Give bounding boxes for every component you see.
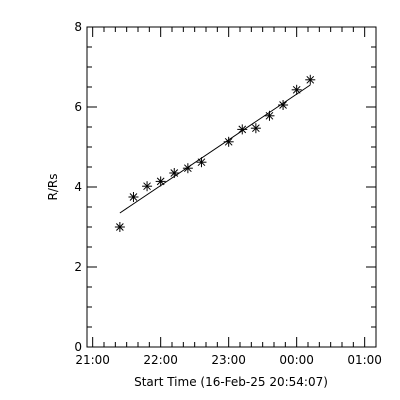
y-axis-label: R/Rs xyxy=(46,174,60,201)
fit-line xyxy=(119,84,311,214)
x-tick-label: 00:00 xyxy=(279,353,314,367)
data-point xyxy=(291,84,302,95)
x-axis-label: Start Time (16-Feb-25 20:54:07) xyxy=(134,375,328,389)
data-point xyxy=(155,176,166,187)
data-point xyxy=(264,110,275,121)
y-tick-label: 0 xyxy=(74,340,82,354)
data-point xyxy=(182,163,193,174)
data-points xyxy=(114,74,316,232)
data-point xyxy=(250,123,261,134)
data-point xyxy=(305,74,316,85)
y-tick-label: 2 xyxy=(74,260,82,274)
y-tick-label: 8 xyxy=(74,20,82,34)
axis-ticks xyxy=(87,26,377,348)
data-point xyxy=(128,192,139,202)
y-tick-labels: 0 2 4 6 8 xyxy=(74,20,82,354)
data-point xyxy=(223,136,234,147)
data-point xyxy=(169,168,180,178)
x-tick-label: 01:00 xyxy=(347,353,382,367)
x-tick-labels: 21:00 22:00 23:00 00:00 01:00 xyxy=(75,353,382,367)
plot-frame xyxy=(86,26,377,348)
data-point xyxy=(237,124,248,135)
data-point xyxy=(278,100,289,110)
x-tick-label: 21:00 xyxy=(75,353,110,367)
x-tick-label: 23:00 xyxy=(211,353,246,367)
data-point xyxy=(114,222,125,232)
y-tick-label: 6 xyxy=(74,100,82,114)
y-tick-label: 4 xyxy=(74,180,82,194)
x-tick-label: 22:00 xyxy=(143,353,178,367)
data-point xyxy=(142,181,153,192)
data-point xyxy=(196,157,207,168)
